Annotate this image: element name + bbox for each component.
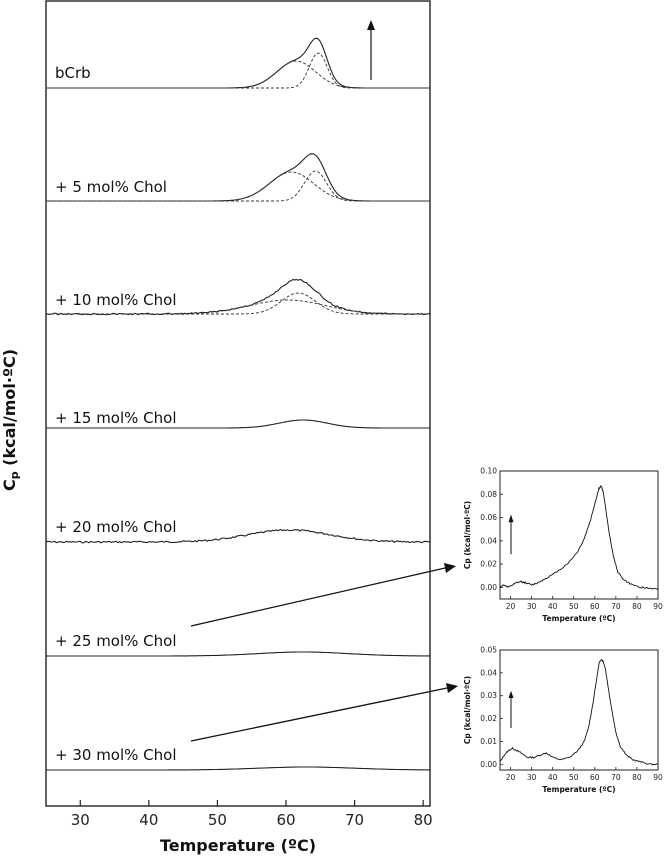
inset-frame <box>499 649 659 771</box>
inset-y-tick-label: 0.04 <box>480 536 497 545</box>
deconvolution-component <box>46 52 430 89</box>
thermogram-line <box>45 528 431 544</box>
inset-x-tick-label: 30 <box>527 602 537 611</box>
main-x-tick-label: 50 <box>208 811 227 829</box>
pointer-arrow-30-head <box>446 683 458 693</box>
thermogram-line <box>46 37 430 89</box>
deconvolution-component <box>46 170 430 202</box>
thermogram-line <box>46 651 430 657</box>
inset-y-axis-title: Cp (kcal/mol·ºC) <box>463 676 472 744</box>
main-x-tick-label: 70 <box>345 811 364 829</box>
inset-y-tick-label: 0.02 <box>480 714 497 723</box>
series-label: bCrb <box>55 64 91 82</box>
main-x-tick-label: 60 <box>276 811 295 829</box>
inset-x-tick-label: 70 <box>611 773 621 782</box>
series-label: + 30 mol% Chol <box>55 746 177 764</box>
inset-x-tick-label: 60 <box>590 773 600 782</box>
inset-x-tick-label: 60 <box>590 602 600 611</box>
series-label: + 20 mol% Chol <box>55 518 177 536</box>
inset-y-tick-label: 0.01 <box>480 737 497 746</box>
inset-scale-arrow-head <box>508 514 514 523</box>
inset-scale-arrow-head <box>508 690 514 698</box>
inset-thermogram-line <box>499 484 659 590</box>
inset-x-tick-label: 40 <box>548 773 558 782</box>
scale-arrow-head <box>367 20 375 30</box>
inset-x-tick-label: 90 <box>653 602 663 611</box>
inset-y-tick-label: 0.00 <box>480 583 497 592</box>
inset-x-tick-label: 20 <box>506 773 516 782</box>
deconvolution-component <box>46 60 430 89</box>
inset-y-tick-label: 0.03 <box>480 691 497 700</box>
inset-y-tick-label: 0.04 <box>480 668 497 677</box>
pointer-arrow-25-head <box>444 563 456 573</box>
deconvolution-component <box>46 292 430 315</box>
inset-x-tick-label: 70 <box>611 602 621 611</box>
deconvolution-component <box>46 299 430 315</box>
inset-x-tick-label: 80 <box>632 773 642 782</box>
inset-x-tick-label: 50 <box>569 773 579 782</box>
thermogram-line <box>46 766 430 771</box>
inset-y-tick-label: 0.00 <box>480 760 497 769</box>
inset-frame <box>499 470 659 600</box>
inset-plot-30-chol: 20 30 40 50 60 70 80 90 0.00 0.01 0.02 0.03 0.04 0.05… <box>463 646 663 795</box>
series-label: + 25 mol% Chol <box>55 632 177 650</box>
main-x-tick-label: 40 <box>139 811 158 829</box>
inset-y-tick-label: 0.02 <box>480 560 497 569</box>
main-series-labels: bCrb + 5 mol% Chol + 10 mol% Chol + 15 mol%… <box>55 64 177 764</box>
pointer-arrow-30 <box>190 687 448 742</box>
inset-y-tick-label: 0.08 <box>480 490 497 499</box>
inset-thermogram-line <box>499 659 659 766</box>
series-label: + 10 mol% Chol <box>55 291 177 309</box>
main-thermograms <box>45 37 431 771</box>
main-y-axis-title: Cp (kcal/mol·ºC) <box>0 349 21 491</box>
series-label: + 15 mol% Chol <box>55 409 177 427</box>
inset-y-tick-label: 0.10 <box>480 467 497 476</box>
inset-x-tick-label: 50 <box>569 602 579 611</box>
main-x-tick-label: 80 <box>414 811 433 829</box>
thermogram-line <box>46 419 430 429</box>
inset-x-axis-title: Temperature (ºC) <box>542 614 615 623</box>
series-label: + 5 mol% Chol <box>55 178 167 196</box>
inset-x-tick-label: 30 <box>527 773 537 782</box>
pointer-arrow-25 <box>190 567 446 627</box>
inset-y-tick-label: 0.06 <box>480 513 497 522</box>
main-x-axis-title: Temperature (ºC) <box>160 836 316 855</box>
inset-x-tick-label: 80 <box>632 602 642 611</box>
inset-x-tick-label: 40 <box>548 602 558 611</box>
main-x-ticks: 30 40 50 60 70 80 <box>71 800 433 829</box>
inset-y-axis-title: Cp (kcal/mol·ºC) <box>463 501 472 569</box>
inset-x-tick-label: 90 <box>653 773 663 782</box>
main-x-tick-label: 30 <box>71 811 90 829</box>
main-plot-frame <box>45 0 431 807</box>
inset-x-tick-label: 20 <box>506 602 516 611</box>
inset-plot-25-chol: 20 30 40 50 60 70 80 90 0.00 0.02 0.04 0.06 0.08 0.10… <box>463 467 663 624</box>
inset-y-tick-label: 0.05 <box>480 646 497 655</box>
inset-x-axis-title: Temperature (ºC) <box>542 785 615 794</box>
